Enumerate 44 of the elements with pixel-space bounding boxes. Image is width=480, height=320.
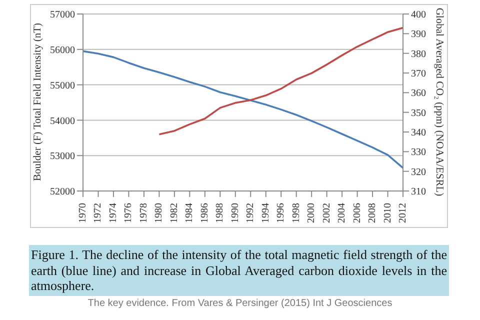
- y2-tick-label: 320: [411, 166, 426, 178]
- y2-tick-label: 350: [411, 108, 426, 119]
- y-tick-label: 56000: [50, 44, 75, 56]
- x-tick-label: 1990: [230, 203, 241, 223]
- y-tick-label: 53000: [50, 151, 75, 162]
- x-tick-label: 2006: [352, 203, 363, 223]
- y2-axis-title: Global Averaged CO₂ (ppm) (NOAA/ESRL): [434, 8, 444, 197]
- y2-tick-label: 340: [411, 128, 426, 139]
- y2-tick-label: 360: [411, 88, 426, 100]
- line-series: [83, 50, 403, 169]
- y2-tick-label: 390: [411, 29, 426, 40]
- y2-tick-label: 370: [411, 68, 426, 80]
- x-tick-label: 1978: [138, 203, 150, 223]
- x-tick-label: 1982: [168, 203, 180, 223]
- y2-tick-label: 380: [411, 48, 426, 60]
- text: The key evidence. From Vares & Persinger (2015) Int J Geosciences: [86, 298, 394, 309]
- y2-tick-label: 310: [411, 186, 426, 198]
- y-axis-title: Boulder (F) Total Field Intensity (nT): [32, 22, 44, 182]
- x-tick-label: 2012: [398, 203, 408, 223]
- x-tick-label: 1992: [245, 203, 256, 223]
- x-tick-label: 1994: [260, 203, 272, 223]
- x-tick-label: 1974: [108, 203, 119, 223]
- x-tick-label: 1984: [184, 203, 196, 223]
- y-tick-label: 52000: [50, 186, 75, 198]
- x-tick-label: 2000: [306, 203, 318, 223]
- x-tick-label: 2004: [336, 203, 348, 223]
- x-tick-label: 1980: [154, 203, 165, 223]
- x-tick-label: 1972: [92, 203, 104, 223]
- x-tick-label: 2002: [321, 203, 332, 223]
- x-tick-label: 1988: [214, 203, 226, 223]
- x-tick-label: 1996: [276, 203, 287, 223]
- caption: Figure 1. The decline of the intensity of the total magnetic field strength of the earth (blue line) and increase in Global Averaged carbon dioxide levels in the atmosphere.: [29, 245, 449, 296]
- x-tick-label: 2010: [382, 203, 394, 223]
- x-tick-label: 1998: [290, 203, 302, 223]
- y2-tick-label: 400: [411, 10, 426, 21]
- x-tick-label: 1976: [123, 203, 134, 223]
- y-tick-label: 54000: [50, 116, 75, 127]
- x-tick-label: 2008: [367, 203, 378, 223]
- x-tick-label: 1986: [199, 203, 210, 223]
- y-tick-label: 57000: [50, 10, 75, 21]
- x-tick-label: 1970: [78, 203, 88, 223]
- y2-tick-label: 330: [411, 147, 426, 158]
- y-tick-label: 55000: [50, 80, 75, 92]
- line-series: [158, 26, 403, 136]
